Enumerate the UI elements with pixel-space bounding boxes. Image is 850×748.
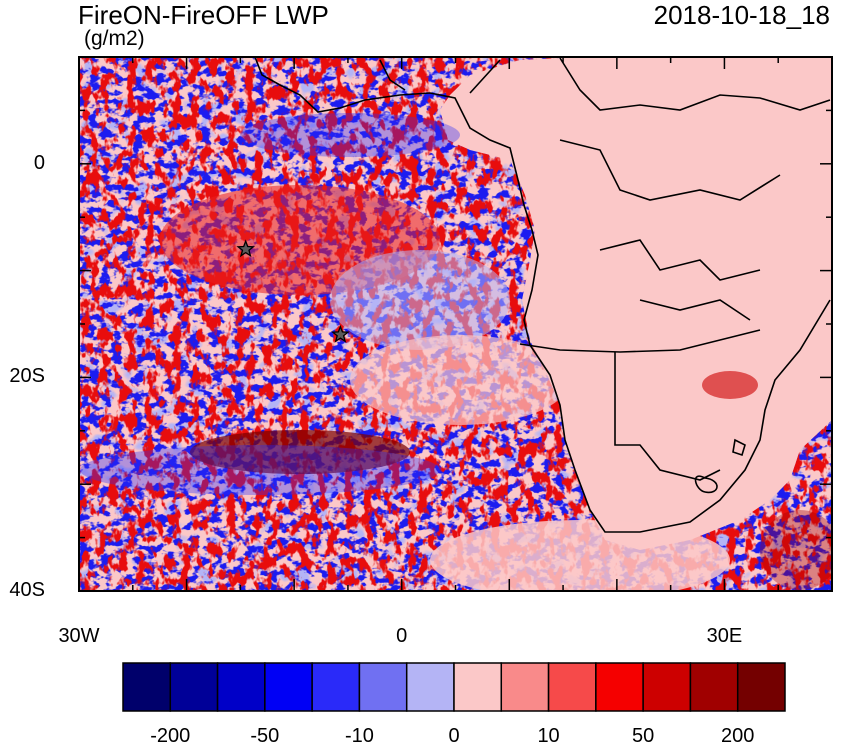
colorbar-swatch <box>169 662 219 712</box>
lon-tick-label: 0 <box>396 625 408 647</box>
colorbar-label: 200 <box>721 725 755 747</box>
colorbar-swatch <box>642 662 692 712</box>
colorbar <box>122 662 786 712</box>
colorbar-swatch <box>595 662 644 712</box>
coastlines <box>254 57 831 533</box>
colorbar-swatch <box>122 662 172 712</box>
units-label: (g/m2) <box>84 27 145 50</box>
lon-tick-label: 30W <box>58 625 100 647</box>
star-marker-icon <box>236 239 256 258</box>
lon-tick-label: 30E <box>706 625 743 647</box>
plot-title: FireON-FireOFF LWP <box>78 0 329 30</box>
lat-tick-label: 40S <box>9 579 45 601</box>
marker-layer <box>236 239 350 343</box>
colorbar-swatch <box>500 662 550 712</box>
axis-ticks <box>78 56 833 592</box>
colorbar-swatch <box>216 662 266 712</box>
time-label: 2018-10-18_18 <box>653 0 830 30</box>
colorbar-swatch <box>736 662 786 712</box>
colorbar-label: 10 <box>537 725 560 747</box>
colorbar-swatch <box>689 662 739 712</box>
colorbar-swatch <box>547 662 597 712</box>
colorbar-swatch <box>264 662 313 712</box>
colorbar-label: -50 <box>250 725 280 747</box>
colorbar-label: 50 <box>632 725 655 747</box>
colorbar-swatch <box>311 662 361 712</box>
colorbar-swatch <box>405 662 455 712</box>
colorbar-label: 0 <box>448 725 460 747</box>
star-marker-icon <box>331 324 350 343</box>
colorbar-label: -200 <box>150 725 191 747</box>
lat-tick-label: 20S <box>9 365 45 388</box>
colorbar-swatch <box>453 662 503 712</box>
lat-tick-label: 0 <box>33 151 45 174</box>
colorbar-label: -10 <box>344 725 374 747</box>
cloud-patches <box>80 113 832 591</box>
colorbar-swatch <box>358 662 408 712</box>
